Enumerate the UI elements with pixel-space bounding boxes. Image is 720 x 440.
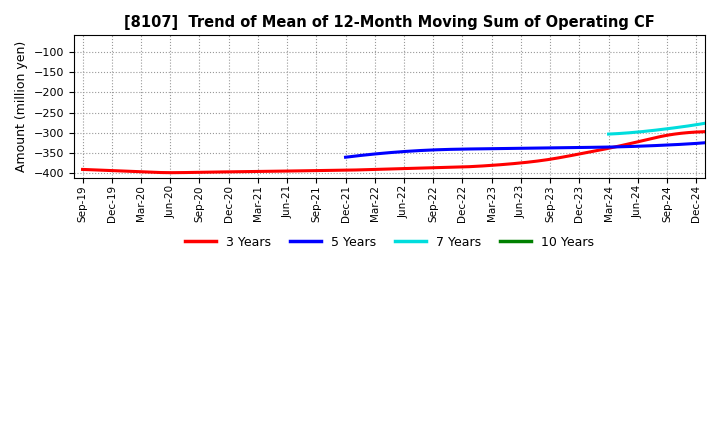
Y-axis label: Amount (million yen): Amount (million yen) — [15, 41, 28, 172]
Legend: 3 Years, 5 Years, 7 Years, 10 Years: 3 Years, 5 Years, 7 Years, 10 Years — [179, 231, 599, 254]
Title: [8107]  Trend of Mean of 12-Month Moving Sum of Operating CF: [8107] Trend of Mean of 12-Month Moving … — [124, 15, 654, 30]
